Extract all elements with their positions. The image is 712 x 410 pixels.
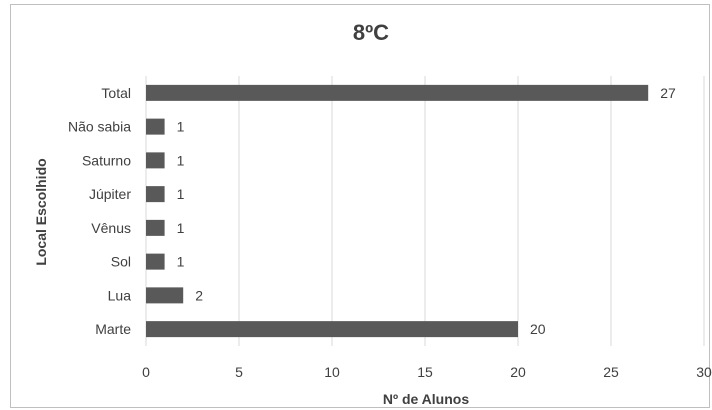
data-label: 1 [177, 119, 185, 135]
bar [146, 253, 165, 270]
chart-frame [10, 4, 710, 408]
x-tick-label: 20 [510, 364, 526, 380]
x-tick-label: 10 [324, 364, 340, 380]
bar [146, 118, 165, 135]
bar [146, 152, 165, 169]
x-tick-label: 0 [142, 364, 150, 380]
y-axis-title: Local Escolhido [33, 158, 49, 265]
data-label: 1 [177, 186, 185, 202]
data-label: 1 [177, 254, 185, 270]
x-tick-label: 15 [417, 364, 433, 380]
x-tick-label: 5 [235, 364, 243, 380]
y-tick-label: Lua [108, 287, 132, 303]
x-axis-title: Nº de Alunos [383, 391, 469, 407]
y-tick-label: Saturno [82, 152, 131, 168]
y-tick-label: Não sabia [68, 119, 131, 135]
bar [146, 287, 184, 304]
y-tick-label: Vênus [91, 220, 131, 236]
x-tick-label: 30 [696, 364, 712, 380]
y-tick-label: Marte [95, 321, 131, 337]
y-tick-label: Total [101, 85, 131, 101]
x-tick-label: 25 [603, 364, 619, 380]
bar [146, 186, 165, 203]
bars [146, 84, 649, 338]
data-label: 2 [195, 287, 203, 303]
y-tick-label: Júpiter [89, 186, 131, 202]
chart-title: 8ºC [353, 20, 389, 45]
data-label: 1 [177, 220, 185, 236]
data-labels: 27 1 1 1 1 1 2 20 [177, 85, 676, 337]
bar [146, 84, 649, 101]
gridlines [145, 76, 705, 346]
data-label: 1 [177, 152, 185, 168]
x-tick-labels: 0 5 10 15 20 25 30 [142, 364, 712, 380]
y-tick-labels: Total Não sabia Saturno Júpiter Vênus Sol Lua M… [68, 85, 131, 337]
bar [146, 321, 518, 338]
data-label: 20 [530, 321, 546, 337]
bar [146, 219, 165, 236]
y-tick-label: Sol [111, 254, 131, 270]
data-label: 27 [660, 85, 676, 101]
